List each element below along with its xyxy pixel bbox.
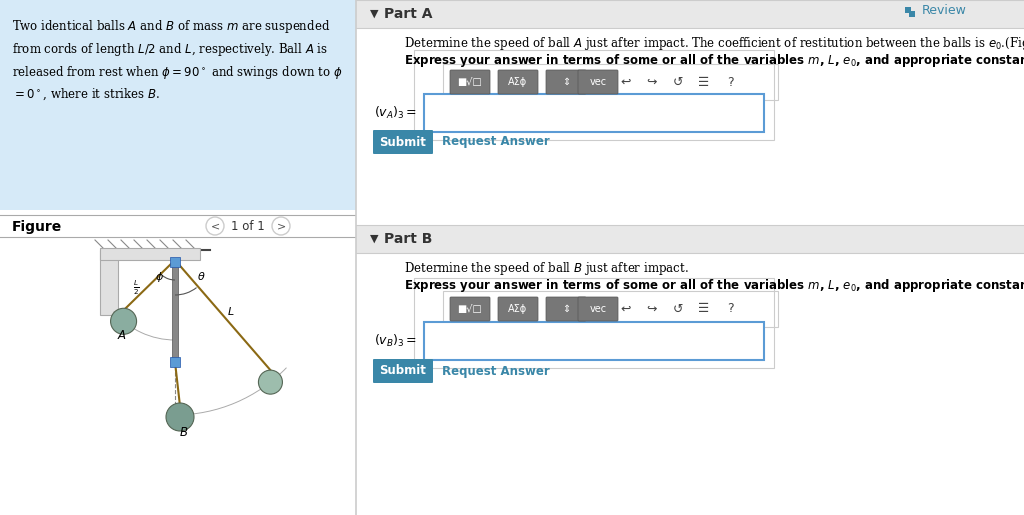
FancyBboxPatch shape — [356, 253, 1024, 515]
FancyBboxPatch shape — [373, 130, 433, 154]
FancyBboxPatch shape — [450, 297, 490, 321]
FancyBboxPatch shape — [578, 297, 618, 321]
Circle shape — [272, 217, 290, 235]
Text: AΣϕ: AΣϕ — [508, 304, 527, 314]
Text: ↪: ↪ — [647, 76, 657, 89]
FancyBboxPatch shape — [905, 7, 911, 13]
Text: ↩: ↩ — [621, 76, 631, 89]
Text: Part B: Part B — [384, 232, 432, 246]
Text: Two identical balls $\mathit{A}$ and $\mathit{B}$ of mass $m$ are suspended
from: Two identical balls $\mathit{A}$ and $\m… — [12, 18, 342, 102]
Text: vec: vec — [590, 77, 606, 87]
FancyBboxPatch shape — [443, 291, 778, 327]
Text: Figure: Figure — [12, 220, 62, 234]
Text: ☰: ☰ — [698, 302, 710, 316]
Text: Request Answer: Request Answer — [442, 135, 550, 148]
FancyBboxPatch shape — [498, 70, 538, 94]
FancyBboxPatch shape — [450, 70, 490, 94]
FancyBboxPatch shape — [909, 11, 915, 17]
Circle shape — [206, 217, 224, 235]
Text: <: < — [210, 221, 219, 231]
FancyBboxPatch shape — [546, 297, 586, 321]
Text: $(v_A)_3 =$: $(v_A)_3 =$ — [374, 105, 417, 121]
FancyBboxPatch shape — [170, 257, 180, 267]
FancyBboxPatch shape — [578, 70, 618, 94]
Text: vec: vec — [590, 304, 606, 314]
Text: ⇕: ⇕ — [562, 304, 570, 314]
Text: Determine the speed of ball $\mathit{A}$ just after impact. The coefficient of r: Determine the speed of ball $\mathit{A}$… — [404, 35, 1024, 52]
Text: Submit: Submit — [380, 135, 426, 148]
Text: $\theta$: $\theta$ — [197, 270, 206, 282]
Text: ↺: ↺ — [673, 302, 683, 316]
FancyBboxPatch shape — [100, 250, 118, 315]
Text: ?: ? — [727, 76, 733, 89]
FancyBboxPatch shape — [546, 70, 586, 94]
FancyBboxPatch shape — [443, 64, 778, 100]
Circle shape — [111, 308, 136, 334]
Text: $\phi$: $\phi$ — [155, 270, 164, 284]
Text: ☰: ☰ — [698, 76, 710, 89]
Text: Review: Review — [922, 4, 967, 16]
Text: 1 of 1: 1 of 1 — [231, 219, 265, 232]
Text: $(v_B)_3 =$: $(v_B)_3 =$ — [374, 333, 417, 349]
Text: Submit: Submit — [380, 365, 426, 377]
Text: ⇕: ⇕ — [562, 77, 570, 87]
Text: Express your answer in terms of some or all of the variables $m$, $L$, $e_0$, an: Express your answer in terms of some or … — [404, 52, 1024, 69]
Text: ?: ? — [727, 302, 733, 316]
Text: $A$: $A$ — [117, 329, 127, 342]
Text: ■√□: ■√□ — [458, 77, 482, 87]
FancyBboxPatch shape — [498, 297, 538, 321]
FancyBboxPatch shape — [424, 94, 764, 132]
Circle shape — [258, 370, 283, 394]
FancyBboxPatch shape — [373, 359, 433, 383]
Text: >: > — [276, 221, 286, 231]
Text: ↺: ↺ — [673, 76, 683, 89]
FancyBboxPatch shape — [356, 0, 1024, 515]
Text: Determine the speed of ball $\mathit{B}$ just after impact.: Determine the speed of ball $\mathit{B}$… — [404, 260, 689, 277]
Text: $B$: $B$ — [179, 426, 188, 439]
Text: ■√□: ■√□ — [458, 304, 482, 314]
FancyBboxPatch shape — [356, 225, 1024, 253]
FancyBboxPatch shape — [424, 322, 764, 360]
FancyBboxPatch shape — [0, 0, 356, 210]
Text: ↩: ↩ — [621, 302, 631, 316]
FancyBboxPatch shape — [356, 28, 1024, 240]
Text: $\frac{L}{2}$: $\frac{L}{2}$ — [133, 278, 140, 297]
Text: AΣϕ: AΣϕ — [508, 77, 527, 87]
Text: ▼: ▼ — [370, 234, 379, 244]
Circle shape — [166, 403, 194, 431]
Text: ↪: ↪ — [647, 302, 657, 316]
Text: $L$: $L$ — [227, 305, 234, 317]
Text: Request Answer: Request Answer — [442, 365, 550, 377]
Text: ▼: ▼ — [370, 9, 379, 19]
FancyBboxPatch shape — [0, 237, 356, 515]
FancyBboxPatch shape — [172, 258, 178, 360]
FancyBboxPatch shape — [100, 248, 200, 260]
Text: Express your answer in terms of some or all of the variables $m$, $L$, $e_0$, an: Express your answer in terms of some or … — [404, 277, 1024, 294]
FancyBboxPatch shape — [356, 0, 1024, 28]
FancyBboxPatch shape — [170, 357, 180, 367]
Text: Part A: Part A — [384, 7, 432, 21]
